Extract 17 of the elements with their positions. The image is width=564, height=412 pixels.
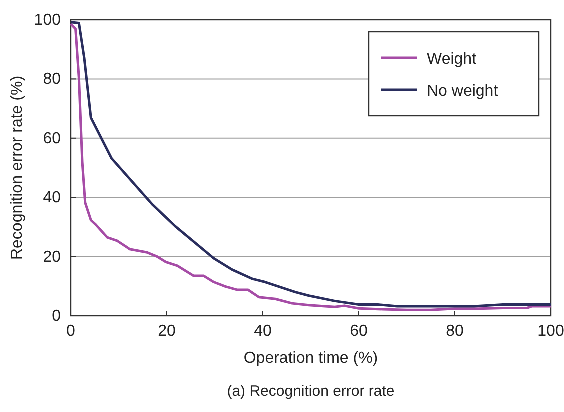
y-tick-label: 20 (43, 248, 62, 266)
x-tick-label: 40 (254, 323, 272, 340)
x-tick-label: 0 (66, 323, 76, 340)
y-tick-label: 100 (34, 12, 62, 29)
y-tick-label: 40 (43, 190, 62, 207)
y-tick-label: 0 (52, 308, 62, 325)
x-tick-label: 60 (350, 323, 368, 340)
x-tick-label: 100 (538, 323, 564, 340)
text: (a) Recognition error rate (227, 383, 395, 400)
legend-label: No weight (427, 83, 499, 100)
x-axis-title: Operation time (%) (244, 350, 378, 367)
y-tick-label: 60 (43, 130, 62, 148)
y-tick-label: 80 (43, 71, 62, 88)
legend-label: Weight (427, 51, 478, 68)
x-tick-label: 20 (158, 323, 176, 340)
y-axis-title: Recognition error rate (%) (9, 76, 26, 260)
x-tick-label: 80 (446, 323, 464, 340)
